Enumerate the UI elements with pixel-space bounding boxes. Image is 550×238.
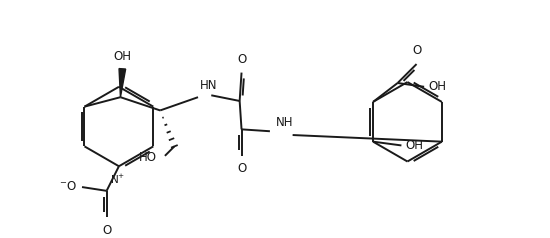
Text: O: O	[237, 53, 246, 66]
Text: O: O	[412, 45, 421, 57]
Polygon shape	[119, 69, 125, 97]
Text: HN: HN	[200, 79, 217, 92]
Text: N$^{+}$: N$^{+}$	[111, 173, 125, 186]
Text: OH: OH	[428, 80, 446, 93]
Text: NH: NH	[276, 116, 293, 129]
Text: OH: OH	[113, 50, 131, 63]
Text: O: O	[102, 224, 111, 237]
Text: HO: HO	[139, 151, 157, 164]
Text: OH: OH	[405, 139, 423, 152]
Text: O: O	[237, 163, 246, 175]
Text: $^{-}$O: $^{-}$O	[59, 180, 78, 193]
